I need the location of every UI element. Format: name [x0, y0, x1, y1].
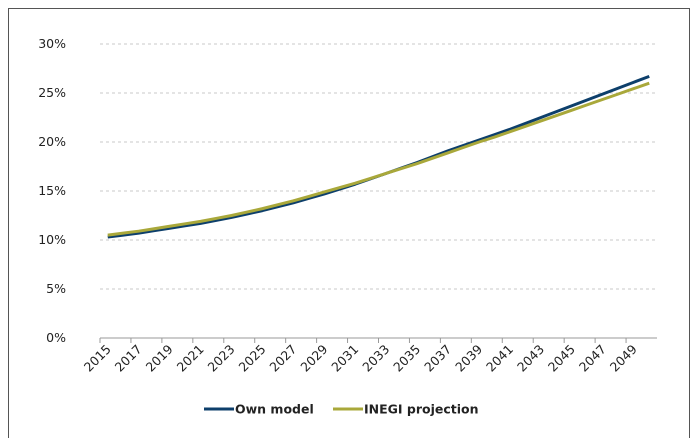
x-tick-label: 2039: [452, 341, 485, 374]
x-tick-label: 2021: [174, 342, 207, 375]
series-line: [107, 81, 650, 237]
y-tick-label: 5%: [46, 281, 66, 296]
x-tick-label: 2045: [545, 342, 578, 375]
x-tick-label: 2041: [483, 342, 516, 375]
y-tick-label: 15%: [38, 183, 66, 198]
x-tick-label: 2049: [607, 341, 640, 374]
x-tick-label: 2037: [421, 342, 454, 375]
y-tick-label: 0%: [46, 330, 66, 345]
chart-frame: [8, 8, 690, 438]
y-tick-label: 10%: [38, 232, 66, 247]
x-tick-label: 2047: [576, 342, 609, 375]
x-tick-label: 2033: [359, 342, 392, 375]
x-tick-label: 2025: [235, 342, 268, 375]
x-tick-label: 2043: [514, 342, 547, 375]
x-tick-label: 2023: [205, 342, 238, 375]
x-tick-label: 2017: [112, 342, 145, 375]
y-tick-label: 20%: [38, 134, 66, 149]
y-tick-label: 30%: [38, 36, 66, 51]
x-tick-label: 2019: [143, 341, 176, 374]
x-tick-label: 2035: [390, 342, 423, 375]
x-tick-label: 2027: [266, 342, 299, 375]
x-tick-label: 2031: [328, 342, 361, 375]
series-line: [107, 74, 650, 239]
x-tick-label: 2029: [297, 341, 330, 374]
legend-label: Own model: [235, 402, 314, 417]
x-tick-label: 2015: [81, 342, 114, 375]
legend-label: INEGI projection: [364, 402, 479, 417]
y-tick-label: 25%: [38, 85, 66, 100]
